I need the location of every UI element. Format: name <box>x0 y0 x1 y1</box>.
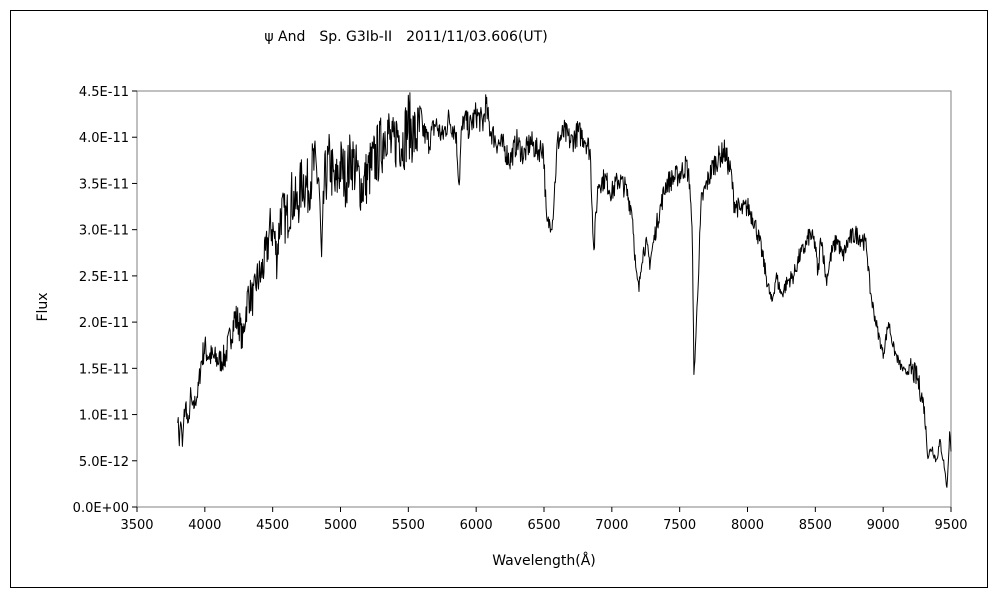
y-tick-label: 3.5E-11 <box>79 177 129 192</box>
x-tick-label: 3500 <box>120 518 153 533</box>
x-tick-label: 6000 <box>460 518 493 533</box>
x-tick-label: 4000 <box>188 518 221 533</box>
x-tick-label: 9000 <box>867 518 900 533</box>
x-tick-label: 9500 <box>934 518 967 533</box>
x-tick-label: 4500 <box>256 518 289 533</box>
y-axis-label: Flux <box>35 292 51 321</box>
y-tick-label: 3.0E-11 <box>79 224 129 239</box>
y-tick-label: 1.0E-11 <box>79 409 129 424</box>
spectrum-chart: ψ And Sp. G3Ib-II 2011/11/03.606(UT) 0.0… <box>35 29 968 569</box>
flux-spectrum-line <box>177 92 952 488</box>
x-tick-label: 8500 <box>799 518 832 533</box>
x-tick-label: 5000 <box>324 518 357 533</box>
y-tick-label: 4.5E-11 <box>79 85 129 100</box>
chart-title: ψ And Sp. G3Ib-II 2011/11/03.606(UT) <box>264 29 547 45</box>
x-axis-label: Wavelength(Å) <box>492 552 596 569</box>
y-tick-label: 2.5E-11 <box>79 270 129 285</box>
x-axis-ticks: 3500 4000 4500 5000 5500 6000 6500 7000 7500 8000… <box>120 507 968 533</box>
x-tick-label: 6500 <box>527 518 560 533</box>
y-tick-label: 5.0E-12 <box>79 455 129 470</box>
y-tick-label: 1.5E-11 <box>79 362 129 377</box>
x-tick-label: 7500 <box>663 518 696 533</box>
y-tick-label: 2.0E-11 <box>79 316 129 331</box>
y-axis-ticks: 0.0E+00 5.0E-12 1.0E-11 1.5E-11 2.0E-11 2.5E-… <box>73 85 137 516</box>
chart-frame: ψ And Sp. G3Ib-II 2011/11/03.606(UT) 0.0… <box>10 10 988 588</box>
y-tick-label: 0.0E+00 <box>73 501 129 516</box>
x-tick-label: 7000 <box>595 518 628 533</box>
x-tick-label: 5500 <box>392 518 425 533</box>
y-tick-label: 4.0E-11 <box>79 131 129 146</box>
plot-area <box>136 90 952 508</box>
x-tick-label: 8000 <box>731 518 764 533</box>
